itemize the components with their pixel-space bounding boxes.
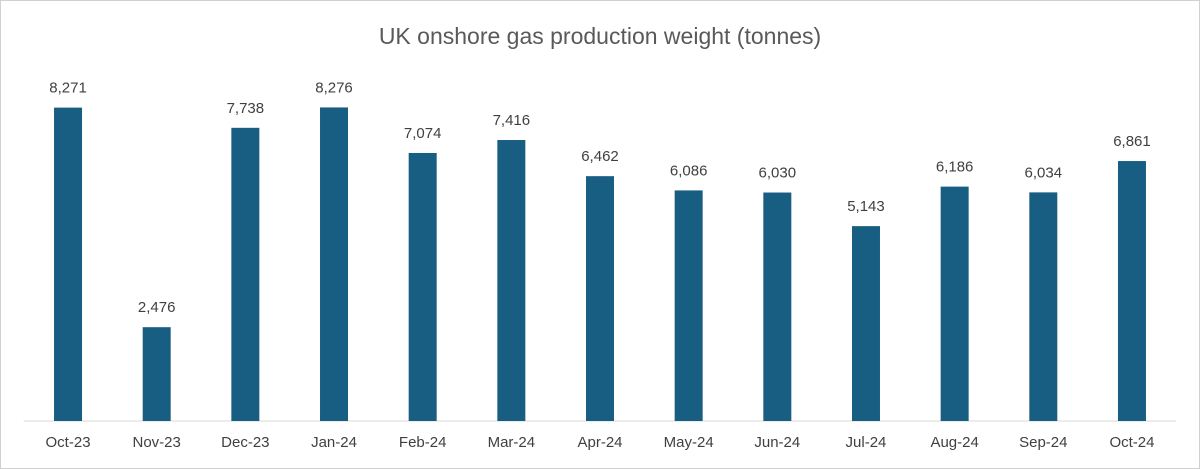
data-label: 8,271: [49, 80, 87, 97]
bar: [142, 327, 171, 421]
data-label: 6,030: [759, 164, 797, 181]
bar: [231, 127, 260, 421]
bar: [408, 152, 437, 421]
x-tick-label: Mar-24: [488, 434, 536, 451]
x-tick-label: Nov-23: [133, 434, 181, 451]
data-label: 2,476: [138, 299, 176, 316]
x-tick-label: Feb-24: [399, 434, 447, 451]
x-tick-label: Apr-24: [577, 434, 622, 451]
x-tick-label: Aug-24: [930, 434, 978, 451]
data-label: 6,462: [581, 148, 619, 165]
data-label: 6,086: [670, 162, 708, 179]
x-tick-label: Sep-24: [1019, 434, 1067, 451]
bar: [674, 190, 703, 421]
x-tick-label: Oct-24: [1109, 434, 1154, 451]
bar: [586, 176, 614, 421]
data-label: 7,074: [404, 125, 442, 142]
chart-title: UK onshore gas production weight (tonnes…: [379, 23, 821, 49]
bar: [1117, 161, 1146, 422]
data-label: 5,143: [847, 198, 885, 215]
bar: [940, 186, 969, 421]
x-tick-label: Oct-23: [46, 434, 91, 451]
data-label: 7,738: [227, 100, 265, 117]
x-tick-label: Dec-23: [221, 434, 269, 451]
data-label: 7,416: [493, 112, 531, 129]
data-label: 6,186: [936, 159, 974, 176]
bar: [320, 107, 349, 422]
data-label: 6,034: [1025, 164, 1063, 181]
bar: [497, 140, 526, 422]
bar: [763, 192, 792, 421]
data-label: 6,861: [1113, 133, 1151, 150]
bar: [1029, 192, 1058, 421]
data-label: 8,276: [315, 79, 353, 96]
x-tick-label: Jan-24: [311, 434, 357, 451]
x-tick-label: Jun-24: [754, 434, 800, 451]
bar: [54, 107, 83, 421]
bar: [851, 226, 880, 421]
x-tick-label: Jul-24: [846, 434, 887, 451]
x-tick-label: May-24: [664, 434, 714, 451]
